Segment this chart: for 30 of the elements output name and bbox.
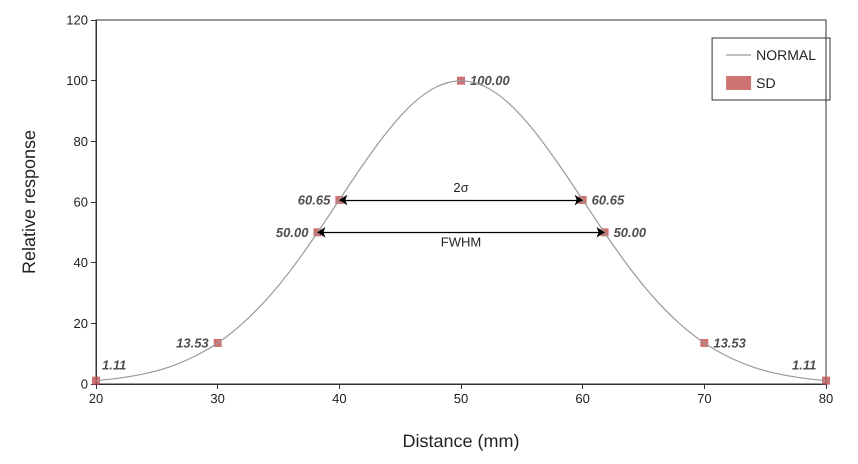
- y-axis-title: Relative response: [19, 130, 39, 274]
- data-label: 100.00: [470, 73, 511, 88]
- point: [822, 376, 830, 385]
- x-tick-label: 30: [210, 391, 225, 406]
- y-tick-label: 20: [74, 316, 88, 331]
- x-tick-label: 60: [575, 391, 590, 406]
- y-tick-label: 80: [74, 134, 88, 149]
- legend-label: NORMAL: [756, 47, 816, 63]
- annotation: FWHM: [440, 234, 482, 250]
- y-tick-label: 100: [66, 73, 88, 88]
- data-label: 50.00: [276, 224, 310, 240]
- data-label: 60.65: [298, 192, 332, 208]
- y-tick-label: 40: [74, 255, 88, 270]
- data-label: 13.53: [176, 335, 210, 350]
- x-tick-label: 80: [818, 391, 834, 406]
- y-tick-label: 120: [66, 12, 88, 28]
- legend-label: SD: [756, 75, 776, 91]
- x-tick-label: 20: [88, 391, 104, 406]
- annotation: 2σ: [453, 180, 469, 196]
- x-tick-label: 70: [697, 391, 712, 406]
- data-label: 1.11: [792, 358, 816, 373]
- x-tick-label: 40: [332, 391, 347, 406]
- data-label: 50.00: [614, 224, 647, 240]
- data-label: 60.65: [592, 192, 625, 208]
- data-label: 13.53: [713, 335, 747, 350]
- x-axis-title: Distance (mm): [402, 431, 520, 451]
- data-label: 1.11: [102, 358, 126, 373]
- y-tick-label: 0: [80, 376, 88, 392]
- x-tick-label: 50: [454, 391, 468, 406]
- y-tick-label: 60: [74, 194, 88, 210]
